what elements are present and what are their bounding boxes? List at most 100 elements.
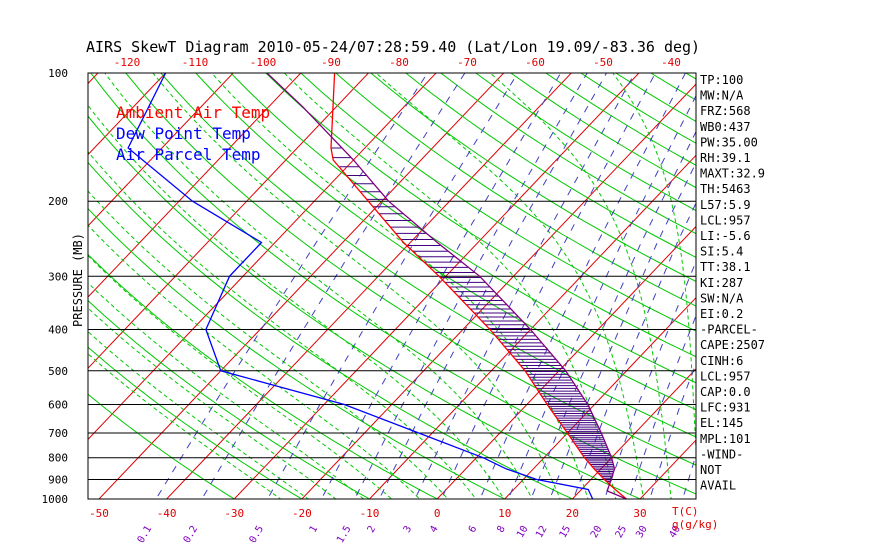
mixing-ratio-line	[155, 73, 429, 499]
isotherm-line	[571, 368, 696, 499]
stability-index-text: TP:100	[700, 73, 743, 87]
mixing-ratio-tick-label: 8	[495, 524, 508, 535]
isotherm-line	[88, 73, 302, 298]
isotherm-line	[639, 439, 696, 499]
mixing-ratio-unit-label: g(g/kg)	[672, 518, 718, 531]
isotherm-line	[0, 64, 39, 509]
moist-adiabat-line	[283, 73, 617, 499]
stability-index-text: LCL:957	[700, 213, 751, 227]
legend-dew-point-temp: Dew Point Temp	[116, 124, 251, 143]
dry-adiabat-line	[88, 207, 506, 499]
mixing-ratio-tick-label: 15	[558, 524, 574, 540]
isotherm-line	[88, 73, 234, 227]
plot-frame	[87, 72, 697, 500]
dry-adiabat-line	[756, 73, 870, 508]
bottom-temp-tick-labels: -50 -40 -30 -20 -10 0 10 20 30	[89, 507, 647, 520]
stability-index-text: KI:287	[700, 276, 743, 290]
legend-ambient-air-temp: Ambient Air Temp	[116, 103, 270, 122]
mixing-ratio-line	[378, 73, 608, 499]
stability-index-text: EL:145	[700, 416, 743, 430]
mixing-ratio-line	[530, 130, 696, 499]
top-temp-tick-label: -70	[457, 56, 477, 69]
pressure-tick-label: 200	[48, 195, 68, 208]
dry-adiabat-line	[826, 73, 870, 508]
stability-index-text: TH:5463	[700, 182, 751, 196]
isotherm-line	[88, 73, 370, 369]
dry-adiabat-line	[88, 161, 574, 499]
legend: Ambient Air Temp Dew Point Temp Air Parc…	[116, 103, 270, 164]
mixing-ratio-tick-label: 4	[428, 524, 441, 535]
stability-index-text: WB0:437	[700, 120, 751, 134]
chart-title: AIRS SkewT Diagram 2010-05-24/07:28:59.4…	[86, 38, 700, 56]
stability-index-text: SW:N/A	[700, 291, 744, 305]
pressure-tick-label: 1000	[42, 493, 69, 506]
top-temp-tick-label: -60	[525, 56, 545, 69]
top-temp-tick-label: -50	[593, 56, 613, 69]
mixing-ratio-tick-label: 10	[515, 524, 531, 540]
stability-index-text: -PARCEL-	[700, 323, 758, 337]
bottom-temp-tick-label: 10	[498, 507, 511, 520]
isotherm-line	[436, 225, 696, 499]
mixing-ratio-line	[507, 94, 696, 499]
pressure-tick-label: 900	[48, 474, 68, 487]
dry-adiabat-line	[300, 73, 696, 332]
dry-adiabat-line	[88, 115, 642, 499]
stability-index-text: MW:N/A	[700, 89, 744, 103]
dry-adiabat-line	[230, 73, 696, 384]
mixing-ratio-line	[479, 73, 687, 499]
top-temp-tick-labels: -120 -110 -100 -90 -80 -70 -60 -50 -40	[114, 56, 681, 69]
top-temp-tick-label: -40	[661, 56, 681, 69]
bottom-temp-tick-label: 30	[633, 507, 646, 520]
bottom-temp-tick-label: 20	[566, 507, 579, 520]
moist-adiabat-line	[88, 353, 282, 499]
stability-index-text: MPL:101	[700, 432, 751, 446]
stability-index-text: EI:0.2	[700, 307, 743, 321]
legend-air-parcel-temp: Air Parcel Temp	[116, 145, 261, 164]
pressure-tick-label: 100	[48, 67, 68, 80]
moist-adiabat-line	[88, 150, 477, 499]
mixing-ratio-tick-label: 25	[614, 524, 630, 540]
stability-index-text: FRZ:568	[700, 104, 751, 118]
mixing-ratio-tick-label: 0.1	[136, 524, 155, 545]
pressure-tick-labels: 100 200 300 400 500 600 700 800 900 1000	[42, 67, 69, 506]
isotherm-line	[767, 64, 870, 509]
dry-adiabat-line	[90, 73, 696, 495]
cape-hatching	[330, 147, 615, 484]
bottom-temp-tick-label: -20	[292, 507, 312, 520]
moist-adiabat-line	[88, 254, 393, 499]
series-line-dew-point-temp	[127, 73, 594, 499]
series-line-air-parcel-temp	[266, 73, 627, 499]
mixing-ratio-tick-label: 0.2	[182, 524, 201, 545]
mixing-ratio-line	[628, 314, 696, 499]
dry-adiabat-line	[160, 73, 696, 438]
dry-adiabat-line	[650, 73, 696, 101]
mixing-ratio-tick-label: 2	[366, 524, 379, 535]
dry-adiabat-line	[265, 73, 696, 358]
pressure-tick-label: 500	[48, 365, 68, 378]
top-temp-tick-label: -110	[182, 56, 209, 69]
dry-adiabat-line	[510, 73, 696, 189]
dry-adiabat-line	[335, 73, 696, 307]
moist-adiabat-line	[88, 307, 337, 499]
mixing-ratio-line	[414, 73, 636, 499]
stability-index-text: SI:5.4	[700, 245, 743, 259]
mixing-ratio-tick-label: 40	[667, 524, 683, 540]
moist-adiabat-line	[152, 73, 561, 499]
mixing-ratio-line	[354, 73, 588, 499]
moist-adiabat-line	[612, 73, 696, 462]
bottom-temp-tick-label: -30	[224, 507, 244, 520]
isotherm-line	[368, 154, 696, 499]
grid-lines	[0, 64, 870, 509]
y-axis-label: PRESSURE (MB)	[71, 233, 85, 327]
bottom-temp-tick-label: -40	[157, 507, 177, 520]
stability-index-text: NOT	[700, 463, 722, 477]
mixing-ratio-line	[572, 201, 696, 499]
mixing-ratio-tick-label: 1.5	[335, 524, 354, 545]
mixing-ratio-tick-label: 12	[534, 524, 550, 540]
stability-index-text: CAPE:2507	[700, 338, 765, 352]
stability-index-text: LCL:957	[700, 369, 751, 383]
pressure-tick-label: 800	[48, 452, 68, 465]
top-temp-tick-label: -90	[321, 56, 341, 69]
top-temp-tick-label: -120	[114, 56, 141, 69]
